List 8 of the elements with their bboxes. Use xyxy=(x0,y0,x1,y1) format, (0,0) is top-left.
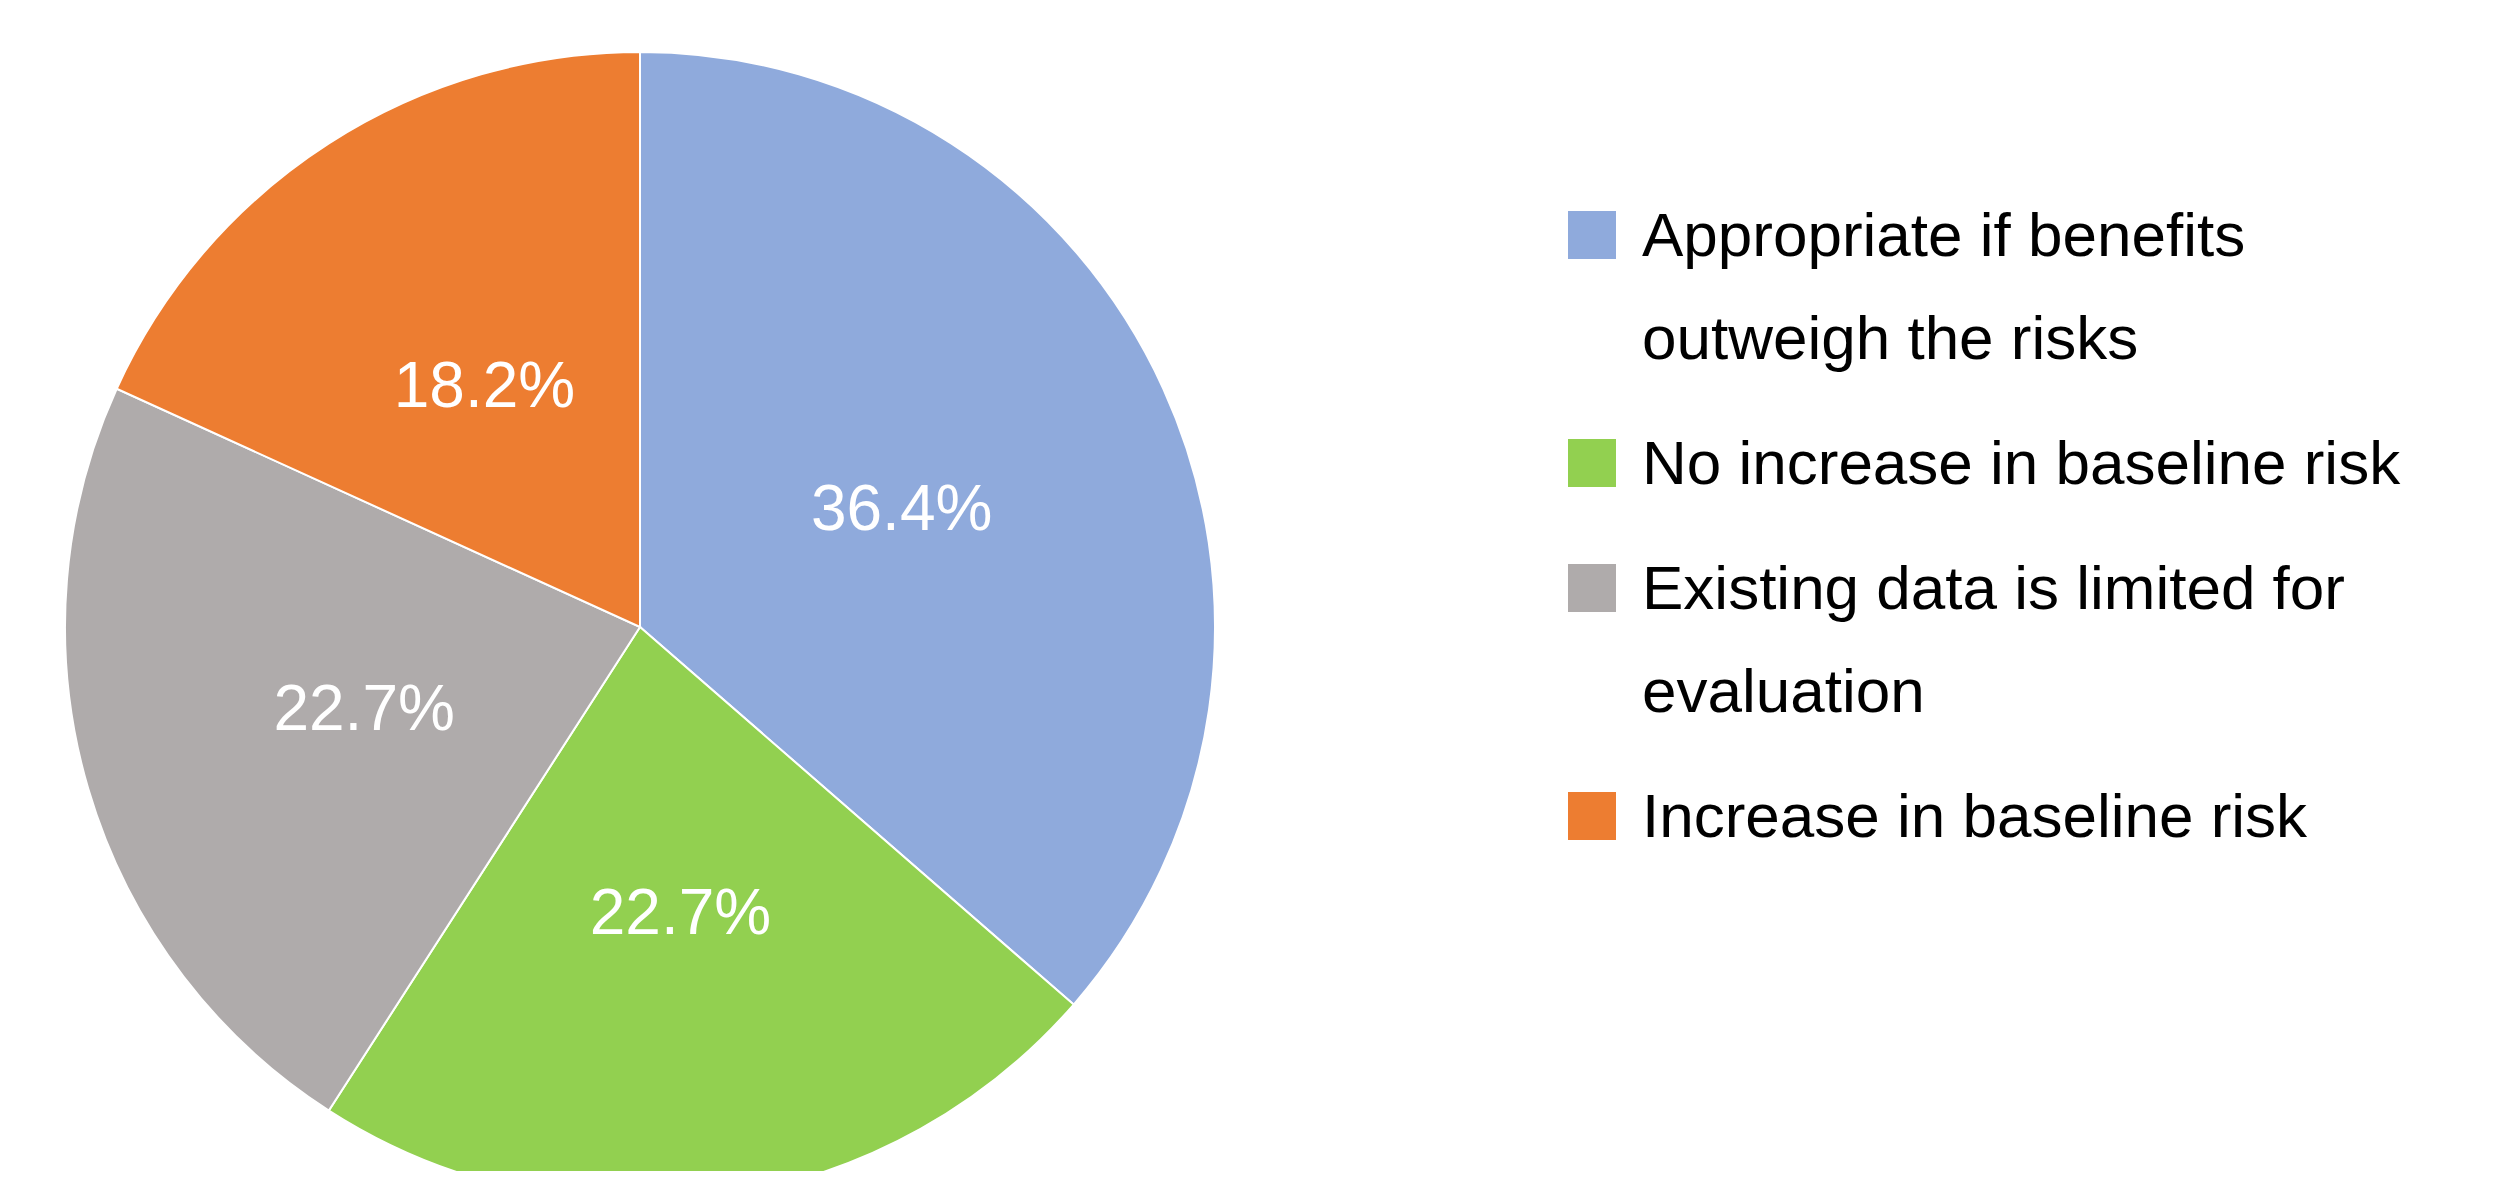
data-label: 22.7% xyxy=(273,672,455,745)
data-label: 36.4% xyxy=(810,471,993,544)
legend-label: Appropriate if benefits outweigh the risks xyxy=(1642,199,2247,374)
legend-label: No increase in baseline risk xyxy=(1642,427,2402,499)
data-label: 22.7% xyxy=(589,875,772,948)
legend-label: Existing data is limited for evaluation xyxy=(1642,552,2346,727)
data-label: 18.2% xyxy=(393,349,576,422)
legend-label: Increase in baseline risk xyxy=(1642,780,2309,852)
